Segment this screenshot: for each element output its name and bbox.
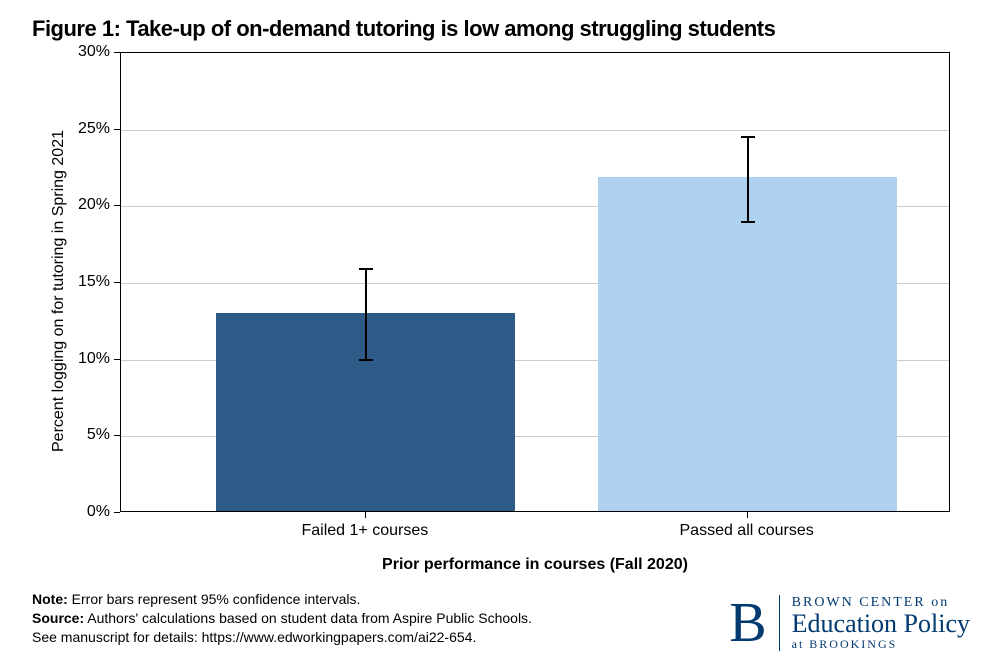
x-tick-label: Failed 1+ courses	[301, 522, 428, 540]
figure-container: Figure 1: Take-up of on-demand tutoring …	[0, 0, 1000, 667]
error-bar-cap	[741, 221, 755, 223]
error-bar-cap	[359, 268, 373, 270]
note-text: Error bars represent 95% confidence inte…	[68, 591, 361, 607]
detail-line: See manuscript for details: https://www.…	[32, 628, 532, 647]
figure-notes: Note: Error bars represent 95% confidenc…	[32, 590, 532, 647]
figure-title: Figure 1: Take-up of on-demand tutoring …	[32, 16, 775, 42]
logo-line2: Education Policy	[792, 610, 970, 637]
x-tick-mark	[365, 512, 366, 518]
logo-text: BROWN CENTER on Education Policy at BROO…	[792, 596, 970, 651]
bar	[598, 177, 897, 511]
x-axis-title: Prior performance in courses (Fall 2020)	[382, 556, 688, 574]
x-tick-mark	[747, 512, 748, 518]
logo-line1: BROWN CENTER on	[792, 596, 970, 611]
error-bar-cap	[359, 359, 373, 361]
error-bar	[365, 269, 367, 359]
source-text: Authors' calculations based on student d…	[84, 610, 532, 626]
logo-glyph: B	[729, 595, 779, 651]
x-tick-label: Passed all courses	[679, 522, 813, 540]
logo-line3: at BROOKINGS	[792, 638, 970, 651]
error-bar-cap	[741, 136, 755, 138]
brookings-logo: B BROWN CENTER on Education Policy at BR…	[729, 595, 970, 651]
plot-area	[120, 52, 950, 512]
gridline	[121, 130, 949, 131]
y-tick-mark	[114, 512, 120, 513]
y-axis-title: Percent logging on for tutoring in Sprin…	[50, 130, 68, 452]
error-bar	[747, 137, 749, 221]
note-label: Note:	[32, 591, 68, 607]
y-tick-label: 0%	[50, 503, 110, 521]
y-tick-label: 30%	[50, 43, 110, 61]
source-line: Source: Authors' calculations based on s…	[32, 609, 532, 628]
source-label: Source:	[32, 610, 84, 626]
note-line: Note: Error bars represent 95% confidenc…	[32, 590, 532, 609]
plot-inner	[121, 53, 949, 511]
